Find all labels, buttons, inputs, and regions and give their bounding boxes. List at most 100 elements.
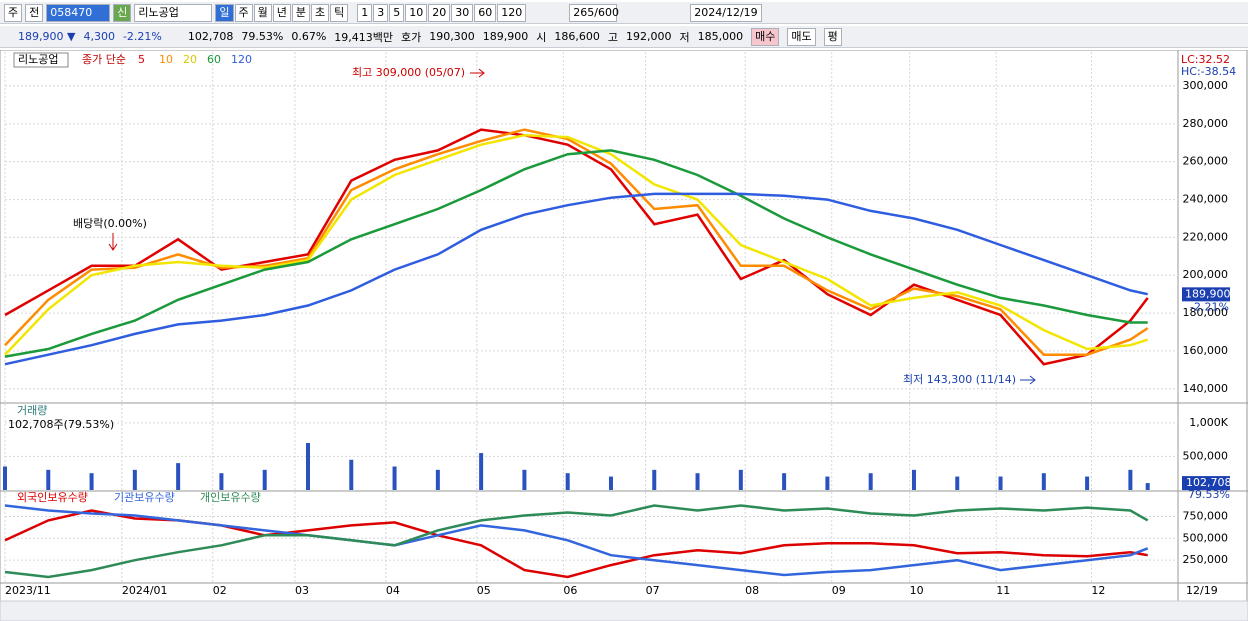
last-price: 189,900 — [1185, 287, 1231, 300]
low-note: 최저 143,300 (11/14) — [903, 373, 1016, 386]
y-tick-label: 140,000 — [1183, 382, 1229, 395]
market[interactable]: 주 — [4, 3, 23, 22]
period-button[interactable]: 분 — [291, 3, 310, 22]
series-line — [4, 133, 1149, 356]
period-button[interactable]: 주 — [234, 3, 253, 22]
badge: 신 — [113, 3, 132, 22]
y-tick-label: 500,000 — [1183, 449, 1229, 462]
quote-bar: 189,900 ▼ 4,300 -2.21% 102,708 79.53% 0.… — [0, 26, 1248, 48]
interval-button[interactable]: 3 — [373, 3, 389, 22]
period-button[interactable]: 년 — [272, 3, 291, 22]
volume-bar — [565, 473, 570, 490]
interval-button[interactable]: 5 — [389, 3, 405, 22]
volume-rate: 79.53% — [241, 30, 284, 43]
period-button[interactable]: 틱 — [330, 3, 349, 22]
volume-bar — [1128, 469, 1133, 490]
turnover-rate: 0.67% — [291, 30, 327, 43]
arrow — [108, 233, 118, 251]
legend-entry: 10 — [159, 53, 173, 66]
stock-code[interactable]: 058470 — [46, 3, 111, 22]
last-price-box — [1182, 287, 1230, 302]
high-note: 최고 309,000 (05/07) — [352, 66, 465, 79]
volume-bar — [825, 476, 830, 490]
y-tick-label: 240,000 — [1183, 193, 1229, 206]
volume-bar — [349, 459, 354, 490]
x-tick-label: 09 — [832, 584, 846, 597]
avg-button[interactable]: 평 — [823, 27, 842, 46]
last-volume: 102,708 — [1186, 476, 1232, 489]
open-label: 시 — [536, 30, 547, 44]
volume-bar — [392, 466, 397, 490]
x-tick-label: 2023/11 — [5, 584, 51, 597]
volume-subtitle: 102,708주(79.53%) — [8, 418, 114, 431]
stock-name: 리노공업 — [18, 53, 58, 66]
scope[interactable]: 전 — [25, 3, 44, 22]
y-tick-label: 220,000 — [1183, 230, 1229, 243]
last-date: 12/19 — [1186, 584, 1218, 597]
interval-button[interactable]: 20 — [428, 3, 451, 22]
legend-entry: 5 — [138, 53, 145, 66]
legend-entry: 기관보유수량 — [114, 491, 175, 504]
x-tick-label: 04 — [386, 584, 400, 597]
x-tick-label: 02 — [213, 584, 227, 597]
volume-bar — [652, 469, 657, 490]
stock-box — [13, 52, 69, 68]
legend-title: 종가 단순 — [82, 53, 126, 66]
last-change: -2.21% — [1190, 300, 1229, 313]
stock-name: 리노공업 — [134, 3, 213, 22]
interval-button[interactable]: 1 — [357, 3, 373, 22]
volume-bar — [695, 473, 700, 490]
volume-bar — [911, 469, 916, 490]
x-tick-label: 06 — [563, 584, 577, 597]
volume-bar — [738, 469, 743, 490]
sell-button[interactable]: 매도 — [787, 27, 816, 46]
buy-button[interactable]: 매수 — [751, 27, 780, 46]
low-label: 저 — [679, 30, 690, 44]
ask: 190,300 — [429, 30, 475, 43]
volume-bar — [522, 469, 527, 490]
y-tick-label: 200,000 — [1183, 268, 1229, 281]
volume-bar — [608, 476, 613, 490]
period-button[interactable]: 월 — [253, 3, 272, 22]
interval-button[interactable]: 120 — [497, 3, 527, 22]
x-tick-label: 07 — [646, 584, 660, 597]
volume-bar — [1085, 476, 1090, 490]
arrow — [1020, 375, 1036, 385]
rate: -2.21% — [122, 30, 162, 43]
period-button[interactable]: 일 — [215, 3, 234, 22]
bid: 189,900 — [482, 30, 529, 43]
legend-entry: 개인보유수량 — [200, 491, 261, 504]
y-tick-label: 250,000 — [1183, 553, 1229, 566]
volume-bar — [3, 466, 7, 490]
period-button[interactable]: 초 — [311, 3, 330, 22]
series-line — [4, 128, 1149, 366]
volume-bar — [1041, 473, 1046, 490]
legend-entry: 20 — [183, 53, 197, 66]
volume-bar — [479, 453, 484, 490]
high: 192,000 — [626, 30, 672, 43]
volume-bar — [305, 442, 310, 490]
count[interactable]: 265/600 — [569, 3, 619, 22]
legend-entry: 120 — [231, 53, 252, 66]
low: 185,000 — [697, 30, 744, 43]
legend-entry: 60 — [207, 53, 221, 66]
volume-bar — [262, 469, 267, 490]
interval-button[interactable]: 30 — [451, 3, 474, 22]
last-volume-rate: 79.53% — [1188, 488, 1230, 501]
volume: 102,708 — [187, 30, 234, 43]
series-line — [4, 192, 1148, 366]
interval-button[interactable]: 10 — [405, 3, 428, 22]
y-tick-label: 280,000 — [1183, 117, 1229, 130]
volume-bar — [868, 473, 873, 490]
high-label: 고 — [607, 30, 619, 44]
y-tick-label: 750,000 — [1183, 509, 1229, 522]
volume-bar — [219, 473, 224, 490]
amount: 19,413백만 — [334, 30, 394, 44]
interval-button[interactable]: 60 — [474, 3, 497, 22]
x-tick-label: 08 — [745, 584, 759, 597]
date[interactable]: 2024/12/19 — [690, 3, 762, 22]
y-tick-label: 500,000 — [1183, 531, 1229, 544]
volume-title: 거래량 — [17, 404, 47, 417]
